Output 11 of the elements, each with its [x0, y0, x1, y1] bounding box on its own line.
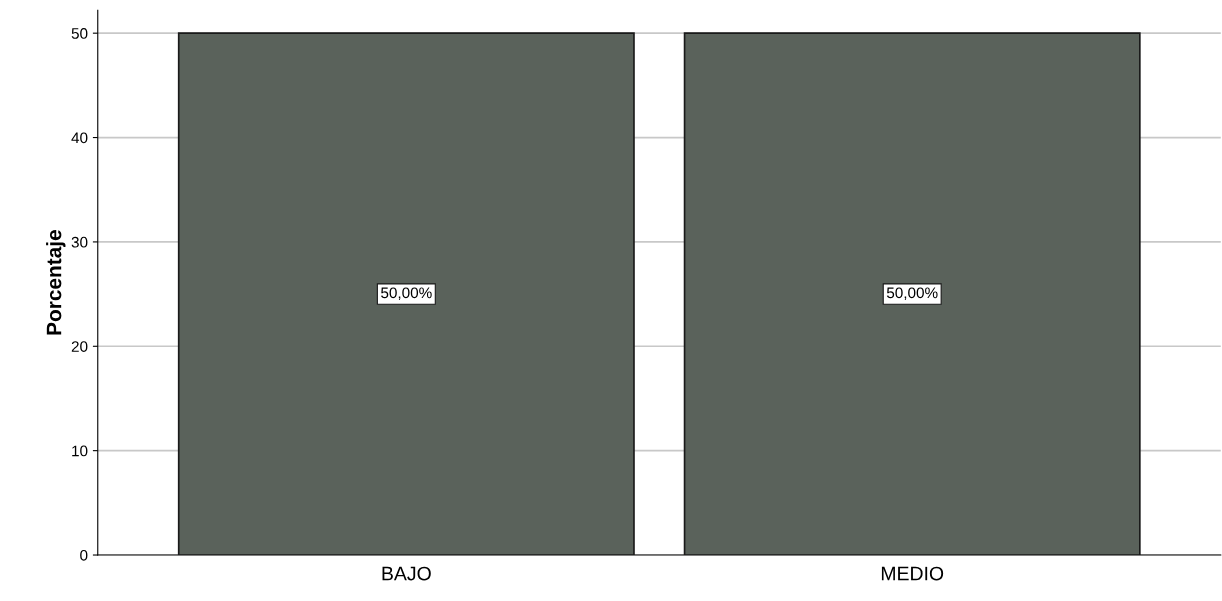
- y-axis-title: Porcentaje: [46, 230, 66, 335]
- y-tick-label: 30: [71, 236, 88, 248]
- y-tick-label: 20: [71, 341, 88, 352]
- data-label: 50,00%: [381, 287, 432, 301]
- x-tick-label: BAJO: [382, 566, 431, 581]
- data-label: 50,00%: [886, 287, 938, 301]
- y-tick-label: 40: [71, 132, 88, 144]
- y-tick-label: 10: [72, 445, 88, 457]
- y-tick-label: 0: [80, 549, 88, 561]
- y-tick-label: 50: [71, 28, 88, 39]
- x-tick-label: MEDIO: [881, 566, 944, 581]
